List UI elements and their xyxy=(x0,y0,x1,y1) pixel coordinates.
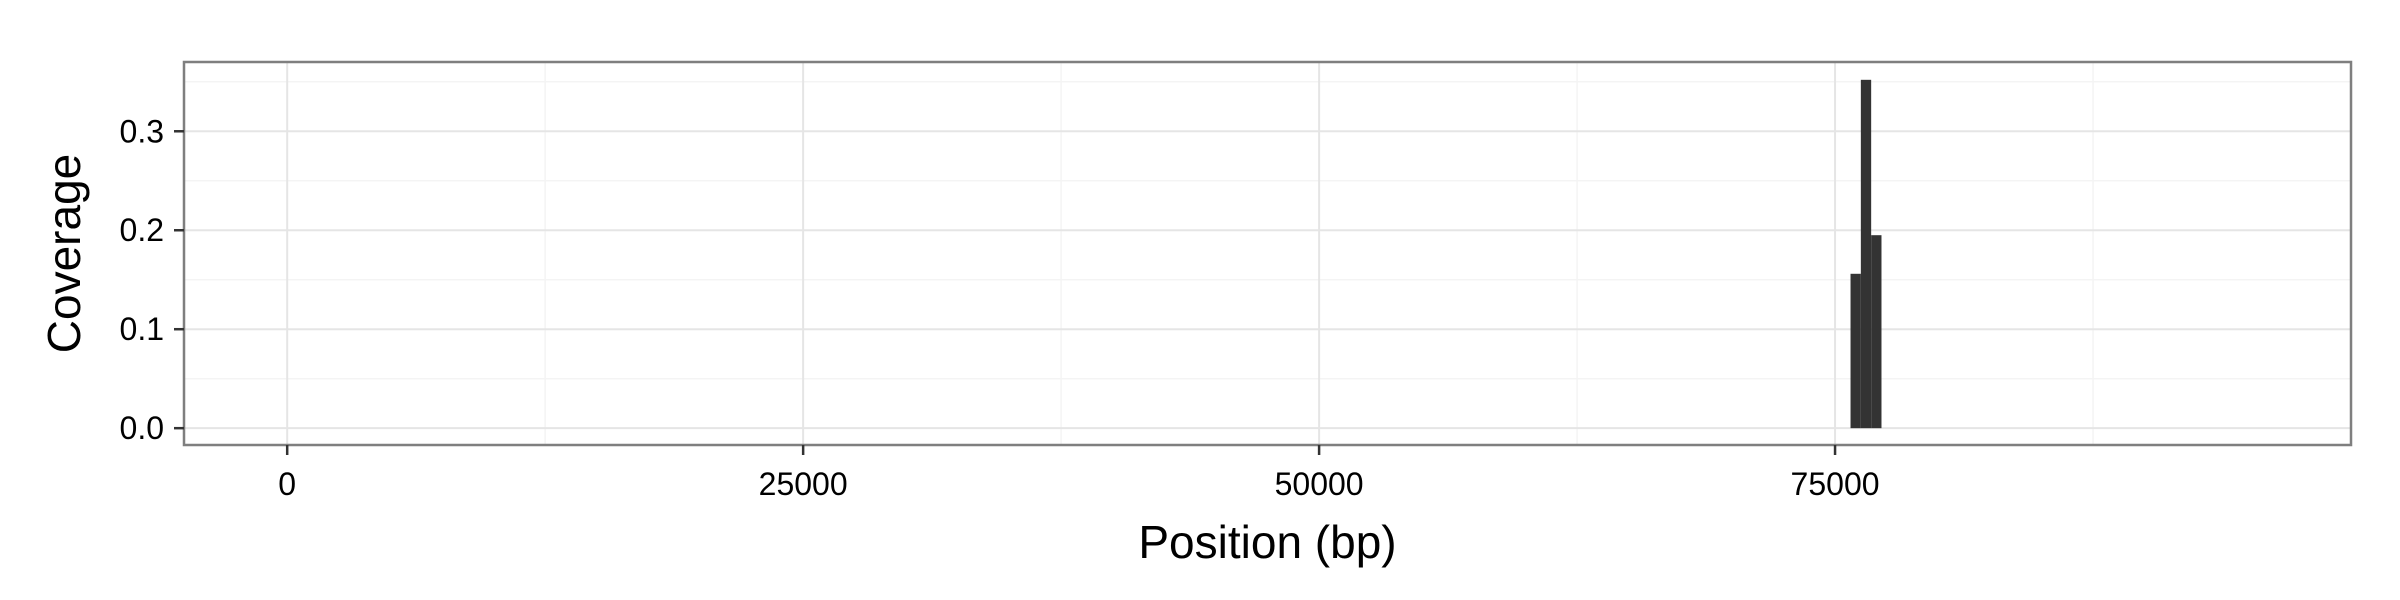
plot-panel xyxy=(182,60,2353,447)
coverage-bar xyxy=(1860,79,1872,429)
x-tick-label: 50000 xyxy=(1275,466,1364,502)
bar-layer xyxy=(1850,79,1882,429)
y-tick-label: 0.0 xyxy=(120,410,164,446)
x-tick-label: 75000 xyxy=(1791,466,1880,502)
grid-layer xyxy=(184,62,2351,445)
coverage-bar xyxy=(1850,273,1861,429)
coverage-bar xyxy=(1871,235,1882,429)
x-axis-title: Position (bp) xyxy=(1138,516,1396,568)
y-tick-label: 0.3 xyxy=(120,113,164,149)
x-tick-label: 25000 xyxy=(759,466,848,502)
y-tick-label: 0.1 xyxy=(120,311,164,347)
tick-layer: 0 25000 50000 75000 0.0 0.1 0.2 0.3 xyxy=(120,113,1880,502)
x-tick-label: 0 xyxy=(278,466,296,502)
y-tick-label: 0.2 xyxy=(120,212,164,248)
y-axis-title: Coverage xyxy=(38,154,90,353)
